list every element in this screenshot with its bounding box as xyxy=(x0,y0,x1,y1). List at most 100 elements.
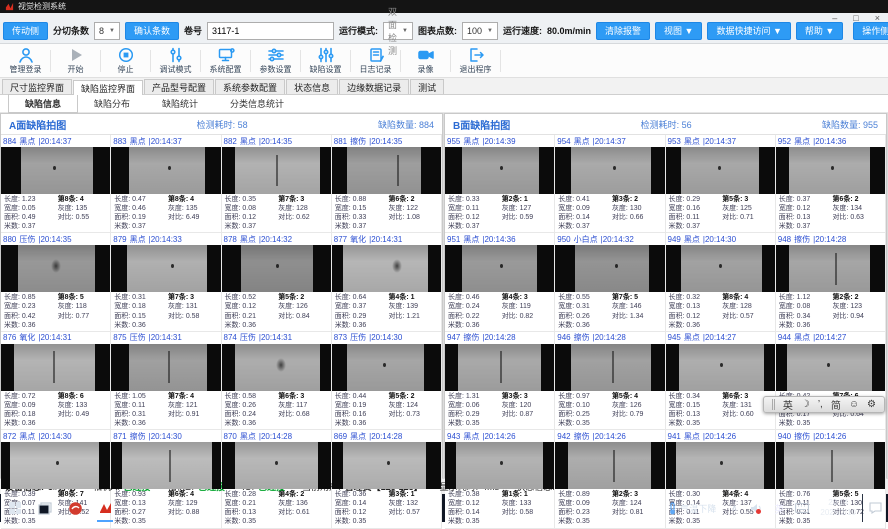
defect-image[interactable] xyxy=(555,147,665,194)
taskbar-app-1[interactable] xyxy=(60,494,90,522)
start-button[interactable] xyxy=(0,494,30,522)
defect-image[interactable] xyxy=(221,442,331,490)
defect-cell[interactable]: 940 擦伤 |20:14:26 长度: 0.76 宽度: 0.11 面积: 0… xyxy=(775,430,886,529)
defect-image[interactable] xyxy=(665,442,775,490)
defect-image[interactable] xyxy=(331,147,441,194)
ime-drag-handle[interactable] xyxy=(771,399,775,410)
video-record-button[interactable]: 录像 xyxy=(402,45,449,77)
defect-cell[interactable]: 870 黑点 |20:14:28 长度: 0.28 宽度: 0.21 面积: 0… xyxy=(221,430,332,529)
defect-image[interactable] xyxy=(1,442,111,490)
defect-cell[interactable]: 869 黑点 |20:14:28 长度: 0.36 宽度: 0.14 面积: 0… xyxy=(331,430,442,529)
run-mode-select[interactable]: 双面检测 ▼ xyxy=(383,7,413,56)
defect-cell[interactable]: 955 黑点 |20:14:39 长度: 0.33 宽度: 0.11 面积: 0… xyxy=(445,135,556,234)
operator-side-button[interactable]: 操作侧 xyxy=(853,21,888,40)
defect-image[interactable] xyxy=(775,147,885,194)
input-language-button[interactable]: 英 xyxy=(768,494,790,522)
volume-button[interactable] xyxy=(744,494,768,522)
ime-moon-icon[interactable]: ☽ xyxy=(800,399,810,410)
defect-cell[interactable]: 943 黑点 |20:14:26 长度: 0.38 宽度: 0.12 面积: 0… xyxy=(445,430,556,529)
start-button[interactable]: 开始 xyxy=(52,45,99,77)
defect-cell[interactable]: 942 擦伤 |20:14:26 长度: 0.89 宽度: 0.09 面积: 0… xyxy=(555,430,666,529)
defect-cell[interactable]: 952 黑点 |20:14:36 长度: 0.37 宽度: 0.12 面积: 0… xyxy=(775,135,886,234)
confirm-count-button[interactable]: 确认条数 xyxy=(125,21,180,40)
subtab-0[interactable]: 缺陷信息 xyxy=(8,94,79,113)
defect-image[interactable] xyxy=(775,245,885,293)
defect-image[interactable] xyxy=(111,147,221,194)
defect-image[interactable] xyxy=(331,245,441,293)
tab-2[interactable]: 产品型号配置 xyxy=(144,79,215,94)
subtab-3[interactable]: 分类信息统计 xyxy=(230,99,285,109)
weather-widget[interactable]: 气温下降 xyxy=(660,501,724,515)
defect-image[interactable] xyxy=(1,147,111,194)
defect-image[interactable] xyxy=(111,343,221,391)
defect-cell[interactable]: 950 小白点 |20:14:32 长度: 0.55 宽度: 0.31 面积: … xyxy=(555,233,666,332)
defect-image[interactable] xyxy=(221,343,331,391)
debug-mode-button[interactable]: 调试模式 xyxy=(152,45,199,77)
defect-cell[interactable]: 949 黑点 |20:14:30 长度: 0.32 宽度: 0.13 面积: 0… xyxy=(665,233,776,332)
tray-expand-button[interactable]: ∧ xyxy=(724,494,744,522)
defect-image[interactable] xyxy=(445,442,555,490)
defect-image[interactable] xyxy=(445,343,555,391)
stop-button[interactable]: 停止 xyxy=(102,45,149,77)
view-menu-button[interactable]: 视图 ▼ xyxy=(655,21,703,40)
defect-image[interactable] xyxy=(555,343,665,391)
data-quick-access-button[interactable]: 数据快捷访问 ▼ xyxy=(707,21,791,40)
clear-alarm-button[interactable]: 清除报警 xyxy=(596,21,651,40)
parameter-settings-button[interactable]: 参数设置 xyxy=(252,45,299,77)
defect-cell[interactable]: 877 氧化 |20:14:31 长度: 0.64 宽度: 0.37 面积: 0… xyxy=(331,233,442,332)
chart-points-select[interactable]: 100 ▼ xyxy=(462,21,498,40)
defect-cell[interactable]: 882 黑点 |20:14:35 长度: 0.35 宽度: 0.08 面积: 0… xyxy=(221,135,332,234)
defect-cell[interactable]: 883 黑点 |20:14:37 长度: 0.47 宽度: 0.46 面积: 0… xyxy=(111,135,222,234)
defect-cell[interactable]: 872 黑点 |20:14:30 长度: 0.39 宽度: 0.07 面积: 0… xyxy=(1,430,112,529)
defect-image[interactable] xyxy=(445,147,555,194)
task-view-button[interactable] xyxy=(30,494,60,522)
defect-image[interactable] xyxy=(221,147,331,194)
defect-settings-button[interactable]: 缺陷设置 xyxy=(302,45,349,77)
defect-cell[interactable]: 879 黑点 |20:14:33 长度: 0.31 宽度: 0.18 面积: 0… xyxy=(111,233,222,332)
subtab-2[interactable]: 缺陷统计 xyxy=(162,99,199,109)
defect-cell[interactable]: 878 黑点 |20:14:32 长度: 0.52 宽度: 0.12 面积: 0… xyxy=(221,233,332,332)
defect-image[interactable] xyxy=(331,343,441,391)
defect-cell[interactable]: 951 黑点 |20:14:36 长度: 0.46 宽度: 0.24 面积: 0… xyxy=(445,233,556,332)
defect-image[interactable] xyxy=(331,442,441,490)
defect-image[interactable] xyxy=(111,245,221,293)
defect-cell[interactable]: 945 黑点 |20:14:27 长度: 0.34 宽度: 0.15 面积: 0… xyxy=(665,331,776,431)
defect-cell[interactable]: 876 氧化 |20:14:31 长度: 0.72 宽度: 0.09 面积: 0… xyxy=(1,331,112,431)
defect-image[interactable] xyxy=(665,245,775,293)
action-center-button[interactable] xyxy=(862,494,888,522)
tab-5[interactable]: 边缘数据记录 xyxy=(339,79,410,94)
defect-cell[interactable]: 880 压伤 |20:14:35 长度: 0.85 宽度: 0.23 面积: 0… xyxy=(1,233,112,332)
defect-image[interactable] xyxy=(775,442,885,490)
help-menu-button[interactable]: 帮助 ▼ xyxy=(795,21,844,40)
defect-cell[interactable]: 874 压伤 |20:14:31 长度: 0.58 宽度: 0.26 面积: 0… xyxy=(221,331,332,431)
system-config-button[interactable]: 系统配置 xyxy=(202,45,249,77)
defect-cell[interactable]: 946 擦伤 |20:14:28 长度: 0.97 宽度: 0.10 面积: 0… xyxy=(555,331,666,431)
defect-cell[interactable]: 954 黑点 |20:14:37 长度: 0.41 宽度: 0.09 面积: 0… xyxy=(555,135,666,234)
defect-image[interactable] xyxy=(1,245,111,293)
minimize-button[interactable]: – xyxy=(832,13,838,23)
maximize-button[interactable]: □ xyxy=(853,13,859,23)
slit-count-select[interactable]: 8 ▼ xyxy=(94,21,120,40)
defect-cell[interactable]: 948 擦伤 |20:14:28 长度: 1.12 宽度: 0.08 面积: 0… xyxy=(775,233,886,332)
defect-image[interactable] xyxy=(1,343,111,391)
ime-language-toggle[interactable]: 英 xyxy=(782,401,793,412)
clock-widget[interactable]: 20:14 2025/2/10 xyxy=(814,498,862,518)
tab-1[interactable]: 缺陷监控界面 xyxy=(73,80,144,95)
defect-image[interactable] xyxy=(775,343,885,391)
log-record-button[interactable]: 日志记录 xyxy=(352,45,399,77)
roll-number-input[interactable] xyxy=(207,21,335,40)
defect-cell[interactable]: 875 压伤 |20:14:31 长度: 1.05 宽度: 0.11 面积: 0… xyxy=(111,331,222,431)
tab-3[interactable]: 系统参数配置 xyxy=(215,79,286,94)
ime-settings-gear-icon[interactable]: ⚙ xyxy=(867,399,876,410)
exit-program-button[interactable]: 退出程序 xyxy=(452,45,499,77)
defect-image[interactable] xyxy=(111,442,221,490)
defect-cell[interactable]: 881 擦伤 |20:14:35 长度: 0.88 宽度: 0.15 面积: 0… xyxy=(331,135,442,234)
defect-cell[interactable]: 884 黑点 |20:14:37 长度: 1.23 宽度: 0.05 面积: 0… xyxy=(1,135,112,234)
tab-0[interactable]: 尺寸监控界面 xyxy=(2,79,73,94)
defect-image[interactable] xyxy=(221,245,331,293)
defect-image[interactable] xyxy=(555,442,665,490)
defect-image[interactable] xyxy=(665,147,775,194)
defect-cell[interactable]: 953 黑点 |20:14:37 长度: 0.29 宽度: 0.16 面积: 0… xyxy=(665,135,776,234)
defect-cell[interactable]: 947 擦伤 |20:14:28 长度: 1.31 宽度: 0.06 面积: 0… xyxy=(445,331,556,431)
ime-simplified-toggle[interactable]: 简 xyxy=(830,401,841,412)
